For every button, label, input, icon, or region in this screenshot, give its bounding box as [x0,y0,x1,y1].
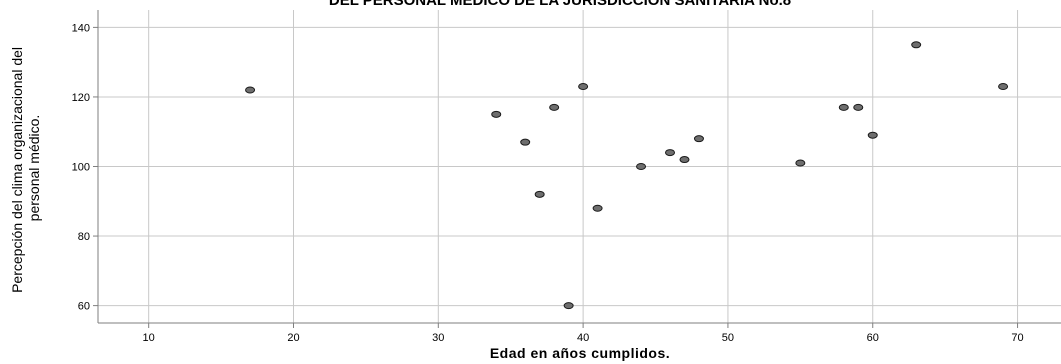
grid-lines [98,10,1061,323]
x-tick-label: 50 [722,332,734,344]
data-point [911,41,922,49]
data-point [998,83,1009,91]
data-point [578,83,589,91]
y-tick-label: 60 [78,301,90,313]
y-tick-label: 80 [78,231,90,243]
data-point [853,103,864,111]
chart-title: DEL PERSONAL MÉDICO DE LA JURISDICCIÓN S… [329,0,791,9]
x-tick-label: 70 [1011,332,1023,344]
x-tick-label: 30 [432,332,444,344]
y-tick-label: 140 [72,22,90,34]
data-point [549,103,560,111]
data-point [838,103,849,111]
data-point [693,135,704,143]
data-point [245,86,256,94]
data-point [636,163,647,170]
x-tick-label: 60 [867,332,879,344]
data-point [520,138,531,146]
y-axis-label-line-1: Percepción del clima organizacional del [9,47,25,293]
x-tick-label: 20 [287,332,299,344]
data-point [795,159,806,167]
tick-marks: 10 20 30 40 50 60 70 60 80 100 120 140 [72,22,1024,344]
x-tick-label: 40 [577,332,589,344]
data-point [534,190,545,198]
y-axis-label: Percepción del clima organizacional del … [9,43,42,293]
data-point [665,149,676,157]
y-axis-label-line-2: personal médico. [26,115,42,222]
y-tick-label: 100 [72,162,90,174]
data-points [245,41,1009,310]
data-point [679,156,690,164]
x-tick-label: 10 [143,332,155,344]
data-point [491,110,502,118]
data-point [592,204,603,212]
data-point [563,302,574,310]
x-axis-label: Edad en años cumplidos. [490,345,670,361]
y-tick-label: 120 [72,92,90,104]
data-point [867,131,878,139]
